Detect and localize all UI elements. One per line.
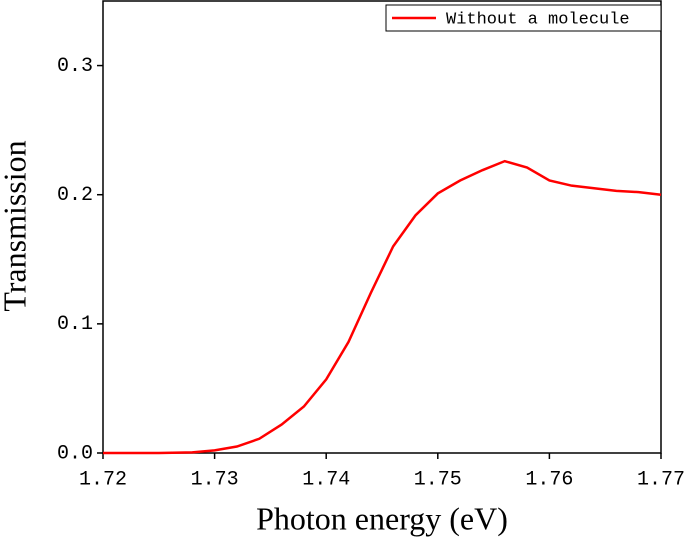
y-tick-label: 0.0 — [57, 442, 93, 465]
x-tick-label: 1.72 — [79, 468, 127, 491]
line-series — [103, 159, 662, 455]
legend-box — [385, 4, 662, 32]
legend-label: Without a molecule — [446, 10, 630, 29]
x-tick-label: 1.75 — [414, 468, 462, 491]
x-tick-label: 1.77 — [637, 468, 685, 491]
x-tick-label: 1.76 — [525, 468, 573, 491]
x-axis-title: Photon energy (eV) — [256, 500, 508, 536]
y-tick-label: 0.1 — [57, 313, 93, 336]
y-axis-title: Transmission — [0, 140, 32, 311]
plot-frame — [102, 0, 662, 454]
y-tick-label: 0.3 — [57, 55, 93, 78]
x-tick-label: 1.73 — [191, 468, 239, 491]
x-tick-label: 1.74 — [302, 468, 350, 491]
y-tick-label: 0.2 — [57, 184, 93, 207]
